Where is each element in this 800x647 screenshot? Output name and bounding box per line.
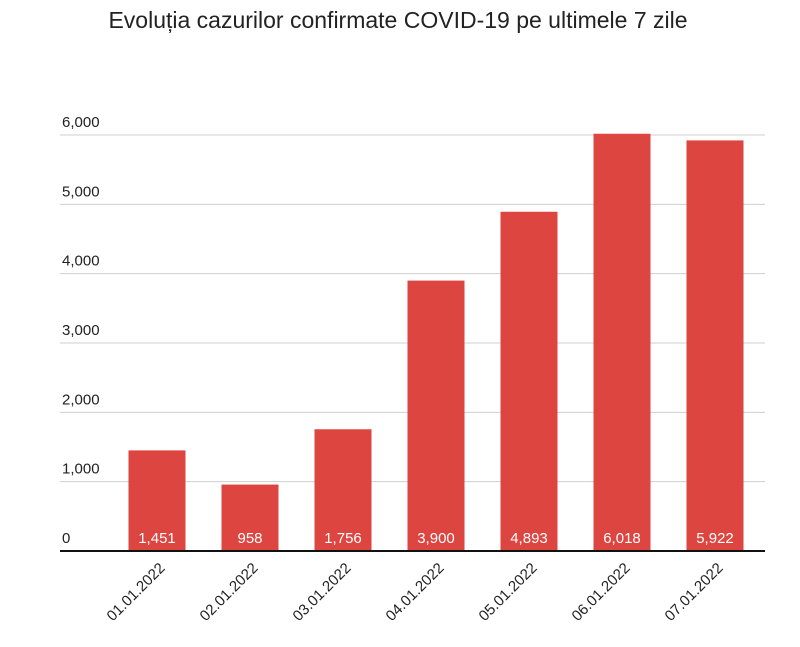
y-tick-label: 4,000 — [62, 253, 100, 270]
bar — [686, 140, 744, 551]
x-tick-label: 02.01.2022 — [197, 560, 262, 625]
bar — [407, 280, 465, 551]
x-tick-label: 04.01.2022 — [383, 560, 448, 625]
y-tick-label: 0 — [62, 530, 70, 547]
value-label: 1,756 — [324, 530, 362, 547]
bar — [128, 450, 186, 551]
y-tick-label: 6,000 — [62, 114, 100, 131]
value-label: 3,900 — [417, 530, 455, 547]
x-tick-label: 03.01.2022 — [290, 560, 355, 625]
x-tick-label: 06.01.2022 — [569, 560, 634, 625]
bar — [314, 429, 372, 551]
y-tick-label: 2,000 — [62, 391, 100, 408]
x-tick-label: 05.01.2022 — [476, 560, 541, 625]
x-tick-label: 01.01.2022 — [104, 560, 169, 625]
y-tick-label: 3,000 — [62, 322, 100, 339]
value-label: 1,451 — [138, 530, 176, 547]
bar — [221, 484, 279, 551]
value-label: 4,893 — [510, 530, 548, 547]
bar — [500, 211, 558, 551]
bar — [593, 133, 651, 551]
value-label: 5,922 — [696, 530, 734, 547]
value-label: 958 — [237, 530, 262, 547]
y-tick-label: 5,000 — [62, 183, 100, 200]
value-label: 6,018 — [603, 530, 641, 547]
chart-title: Evoluția cazurilor confirmate COVID-19 p… — [108, 7, 687, 33]
y-tick-label: 1,000 — [62, 461, 100, 478]
x-tick-label: 07.01.2022 — [662, 560, 727, 625]
